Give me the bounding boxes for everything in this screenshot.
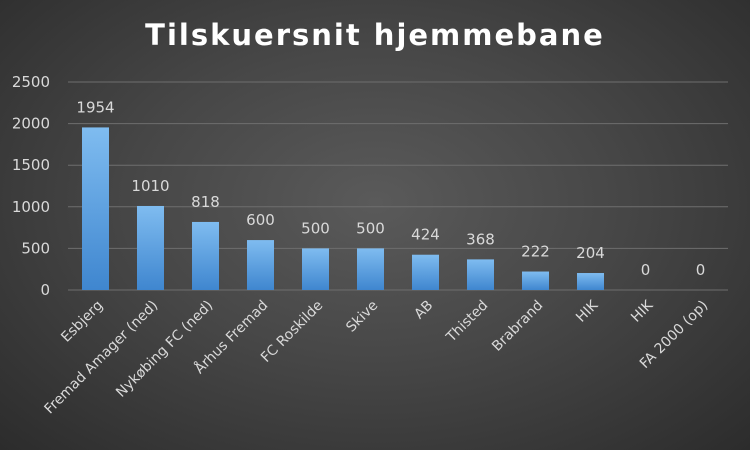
data-label: 0 — [696, 261, 706, 279]
data-label: 500 — [356, 219, 385, 237]
bar — [467, 259, 494, 290]
data-label: 368 — [466, 230, 495, 248]
bar — [82, 127, 109, 290]
data-label: 424 — [411, 226, 440, 244]
data-label: 204 — [576, 244, 605, 262]
y-tick-label: 500 — [21, 239, 50, 257]
y-tick-label: 0 — [40, 281, 50, 299]
y-tick-label: 1000 — [12, 198, 50, 216]
data-label: 222 — [521, 243, 550, 261]
data-label: 1954 — [76, 98, 114, 116]
bar — [192, 221, 219, 290]
bar — [247, 240, 274, 290]
y-axis: 0 500 1000 1500 2000 2500 — [12, 73, 50, 299]
x-tick-label: Thisted — [443, 298, 492, 347]
data-label: 818 — [191, 193, 220, 211]
data-labels: 1954 1010 818 600 500 500 424 368 222 204 0 0 — [76, 98, 705, 279]
bar — [522, 271, 549, 290]
bar — [577, 273, 604, 290]
gridlines — [68, 81, 728, 291]
data-label: 0 — [641, 261, 651, 279]
x-tick-label: HIK — [628, 297, 657, 326]
bar — [357, 248, 384, 290]
x-tick-label: Skive — [343, 298, 381, 336]
bar — [302, 248, 329, 290]
chart-title: Tilskuersnit hjemmebane — [145, 18, 605, 52]
x-tick-label: Brabrand — [489, 298, 546, 355]
data-label: 600 — [246, 211, 275, 229]
x-tick-label: Fremad Amager (ned) — [42, 298, 162, 418]
bars — [82, 127, 604, 290]
x-tick-label: Esbjerg — [58, 298, 106, 346]
bar — [412, 254, 439, 290]
data-label: 500 — [301, 219, 330, 237]
bar — [137, 205, 164, 290]
x-tick-label: Nykøbing FC (ned) — [113, 298, 216, 401]
y-tick-label: 1500 — [12, 156, 50, 174]
x-tick-label: HIK — [573, 297, 602, 326]
x-tick-label: AB — [411, 298, 436, 323]
y-tick-label: 2000 — [12, 115, 50, 133]
y-tick-label: 2500 — [12, 73, 50, 91]
data-label: 1010 — [131, 177, 169, 195]
